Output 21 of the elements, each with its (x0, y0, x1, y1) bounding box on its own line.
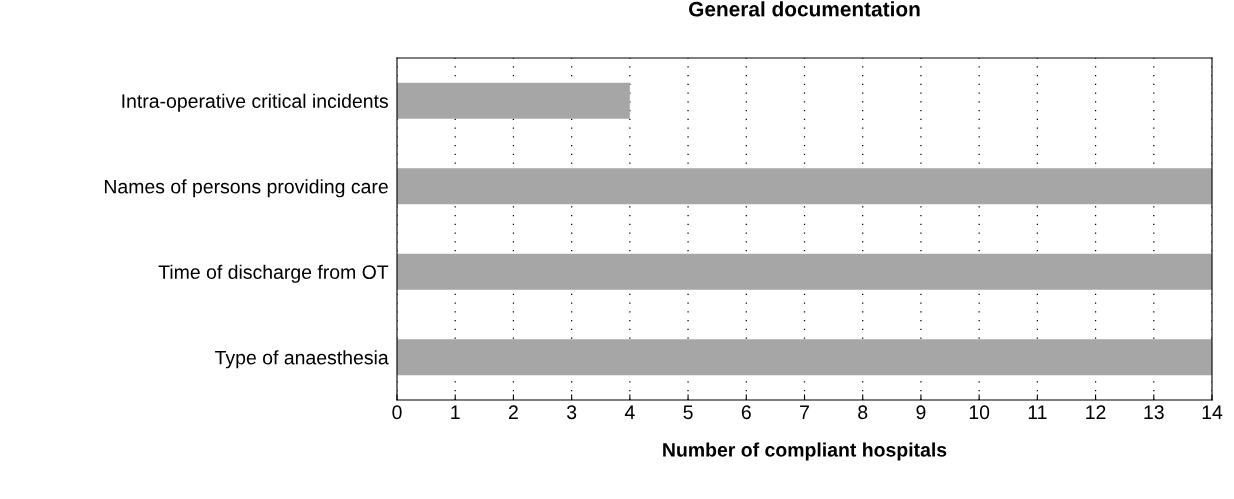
y-tick-label: Intra-operative critical incidents (122, 93, 388, 112)
x-tick-label: 11 (1028, 405, 1047, 419)
x-tick-label: 1 (451, 405, 460, 419)
x-tick-label: 3 (566, 405, 577, 420)
x-tick-label: 14 (1202, 405, 1223, 419)
x-tick-label: 7 (800, 405, 809, 419)
x-tick-label: 12 (1086, 405, 1106, 419)
x-tick-label: 9 (916, 405, 926, 420)
y-tick-label: Time of discharge from OT (158, 264, 389, 283)
x-tick-label: 0 (392, 405, 402, 420)
x-tick-label: 8 (858, 405, 868, 420)
x-tick-label: 5 (683, 405, 693, 420)
x-tick-label: 2 (509, 405, 518, 419)
x-tick-label: 10 (969, 405, 990, 420)
chart-title: General documentation (689, 1, 920, 17)
x-tick-label: 4 (624, 405, 635, 419)
y-tick-label: Names of persons providing care (104, 179, 388, 198)
x-axis-title: Number of compliant hospitals (663, 442, 947, 461)
x-tick-label: 6 (741, 405, 751, 420)
x-tick-label: 13 (1144, 405, 1164, 420)
y-tick-label: Type of anaesthesia (215, 350, 389, 369)
